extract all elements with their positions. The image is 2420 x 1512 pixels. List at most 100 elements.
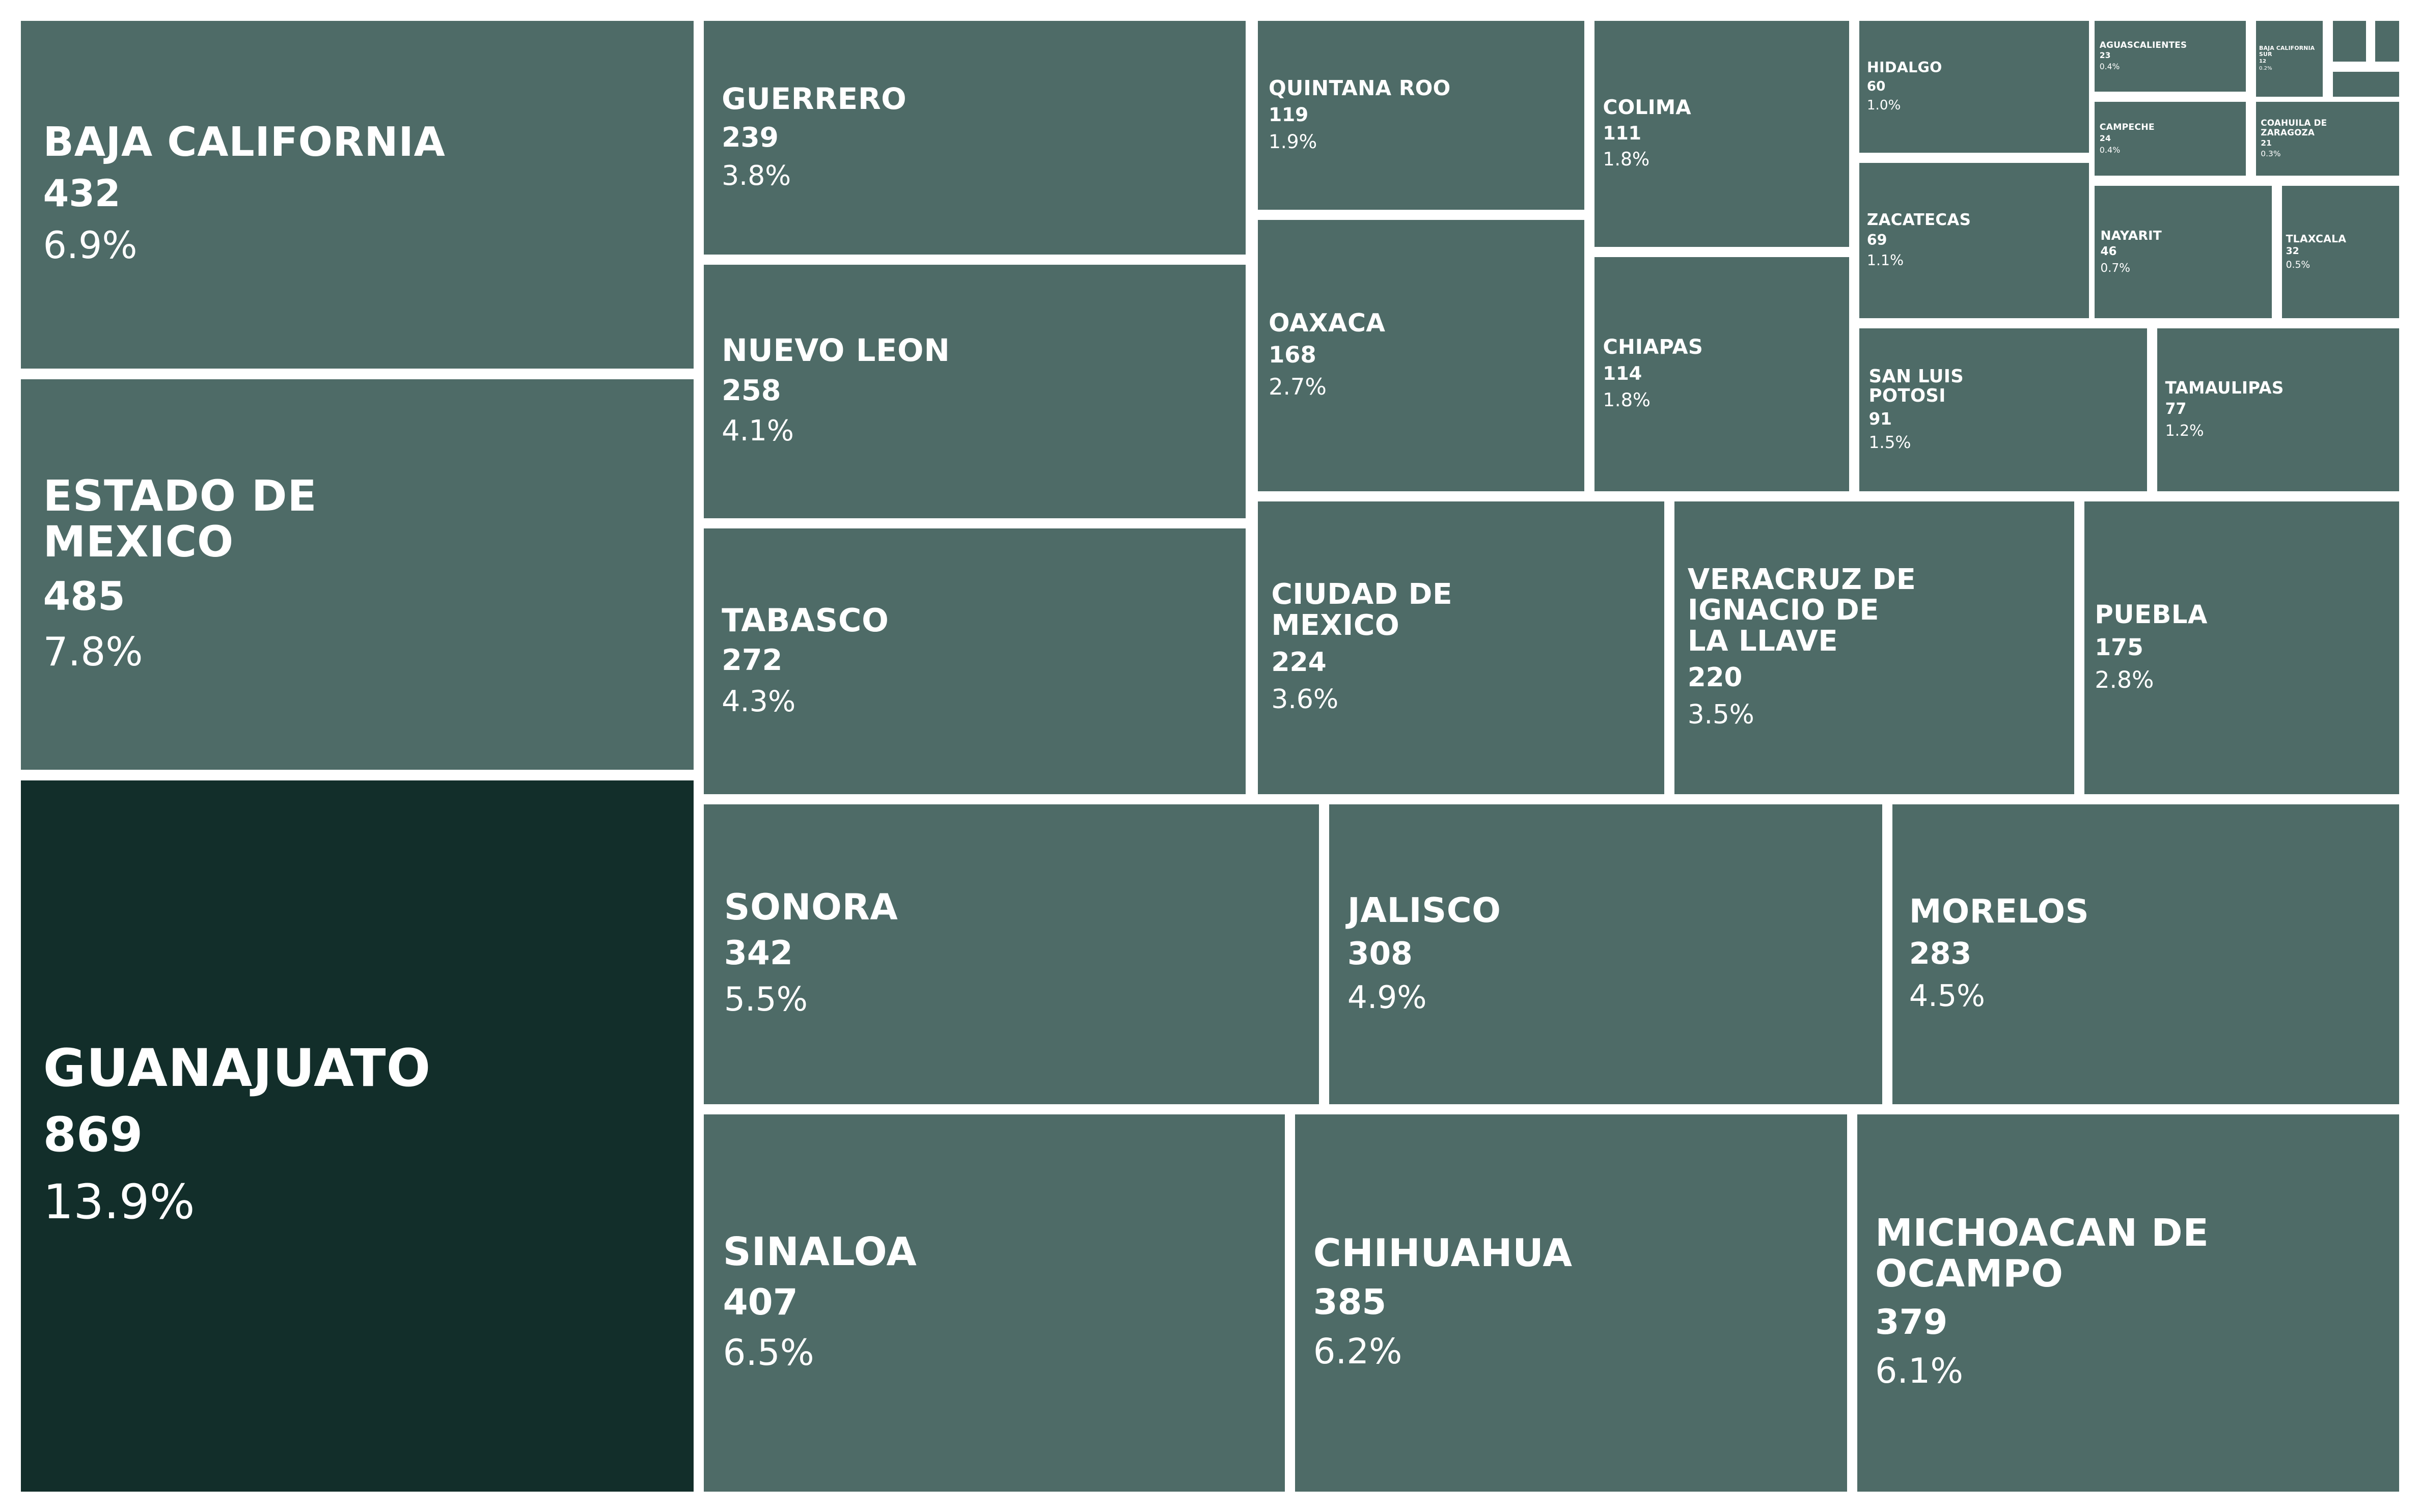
treemap-tile: QUINTANA ROO 119 1.9% [1258, 21, 1584, 210]
treemap-tile: SONORA 342 5.5% [704, 804, 1319, 1104]
tile-label: GUANAJUATO [43, 1038, 431, 1099]
tile-percentage: 2.7% [1269, 373, 1327, 401]
tile-value: 12 [2259, 59, 2267, 65]
treemap-tile: MICHOACAN DE OCAMPO 379 6.1% [1857, 1114, 2399, 1492]
tile-label: QUINTANA ROO [1269, 75, 1451, 100]
tile-value: 114 [1603, 362, 1642, 384]
tile-value: 60 [1866, 78, 1886, 94]
tile-label: COLIMA [1603, 96, 1692, 119]
tile-value: 220 [1687, 662, 1743, 693]
tile-label: BAJA CALIFORNIA SUR [2259, 45, 2315, 58]
tile-label: ESTADO DE MEXICO [43, 470, 317, 567]
treemap-tile: NAYARIT 46 0.7% [2095, 186, 2272, 318]
treemap-tile: OAXACA 168 2.7% [1258, 220, 1584, 491]
tile-percentage: 0.2% [2259, 66, 2272, 72]
tile-percentage: 2.8% [2095, 666, 2154, 694]
tile-percentage: 1.2% [2165, 422, 2204, 440]
tile-value: 111 [1603, 122, 1641, 145]
tile-label: TAMAULIPAS [2165, 378, 2284, 398]
tile-label: GUERRERO [722, 81, 907, 117]
tile-label: VERACRUZ DE IGNACIO DE LA LLAVE [1687, 563, 1916, 658]
tile-value: 432 [43, 172, 121, 215]
tile-value: 119 [1269, 103, 1309, 126]
treemap-tile: HIDALGO 60 1.0% [1859, 21, 2089, 153]
tile-label: OAXACA [1269, 309, 1386, 338]
tile-percentage: 6.2% [1313, 1331, 1402, 1372]
tile-value: 46 [2100, 244, 2117, 258]
tile-value: 175 [2095, 633, 2143, 661]
treemap-tile: GUANAJUATO 869 13.9% [21, 780, 694, 1492]
treemap-tile [2333, 21, 2366, 62]
tile-value: 379 [1875, 1302, 1948, 1342]
tile-percentage: 0.5% [2286, 259, 2311, 270]
treemap-tile: MORELOS 283 4.5% [1892, 804, 2399, 1104]
treemap-tile: TLAXCALA 32 0.5% [2282, 186, 2399, 318]
treemap-tile: ESTADO DE MEXICO 485 7.8% [21, 379, 694, 770]
treemap-tile: NUEVO LEON 258 4.1% [704, 265, 1246, 518]
tile-label: TABASCO [722, 601, 889, 639]
tile-percentage: 6.5% [723, 1332, 814, 1374]
treemap-tile: CIUDAD DE MEXICO 224 3.6% [1258, 501, 1664, 794]
treemap-tile: TAMAULIPAS 77 1.2% [2157, 328, 2399, 491]
treemap-tile [2333, 72, 2399, 97]
tile-percentage: 4.5% [1909, 978, 1985, 1013]
treemap-tile: COLIMA 111 1.8% [1594, 21, 1849, 247]
tile-value: 91 [1868, 409, 1892, 429]
tile-percentage: 0.7% [2100, 261, 2131, 275]
tile-label: CHIAPAS [1603, 335, 1703, 359]
tile-percentage: 7.8% [43, 629, 143, 675]
tile-percentage: 0.3% [2261, 149, 2281, 159]
tile-percentage: 4.1% [722, 414, 794, 447]
tile-label: SAN LUIS POTOSI [1868, 366, 1964, 406]
tile-label: SONORA [724, 886, 898, 929]
tile-label: ZACATECAS [1866, 210, 1971, 229]
tile-percentage: 0.4% [2099, 62, 2120, 72]
treemap-tile: BAJA CALIFORNIA 432 6.9% [21, 21, 694, 369]
tile-value: 869 [43, 1107, 143, 1163]
tile-value: 308 [1347, 935, 1413, 972]
tile-label: NAYARIT [2100, 228, 2162, 243]
tile-percentage: 3.5% [1687, 699, 1754, 730]
tile-label: BAJA CALIFORNIA [43, 118, 446, 165]
tile-label: NUEVO LEON [722, 333, 950, 369]
treemap-tile: SAN LUIS POTOSI 91 1.5% [1859, 328, 2147, 491]
treemap-tile: BAJA CALIFORNIA SUR 12 0.2% [2256, 21, 2323, 97]
tile-label: HIDALGO [1866, 59, 1942, 76]
tile-label: MICHOACAN DE OCAMPO [1875, 1211, 2209, 1296]
treemap-tile: COAHUILA DE ZARAGOZA 21 0.3% [2256, 102, 2399, 176]
treemap-tile: AGUASCALIENTES 23 0.4% [2095, 21, 2246, 92]
tile-label: SINALOA [723, 1229, 917, 1275]
tile-label: CAMPECHE [2099, 122, 2155, 132]
treemap-tile: ZACATECAS 69 1.1% [1859, 163, 2089, 318]
tile-percentage: 4.9% [1347, 979, 1427, 1016]
treemap-tile: CHIAPAS 114 1.8% [1594, 257, 1849, 491]
tile-value: 21 [2261, 138, 2272, 148]
tile-value: 32 [2286, 246, 2299, 257]
tile-label: CHIHUAHUA [1313, 1231, 1573, 1276]
tile-value: 168 [1269, 341, 1316, 369]
tile-percentage: 1.5% [1868, 433, 1911, 453]
tile-percentage: 3.6% [1271, 684, 1339, 715]
treemap-tile: SINALOA 407 6.5% [704, 1114, 1285, 1492]
tile-value: 69 [1866, 231, 1887, 248]
tile-value: 485 [43, 573, 125, 620]
tile-value: 24 [2099, 133, 2111, 144]
tile-percentage: 13.9% [43, 1174, 195, 1230]
tile-percentage: 1.1% [1866, 251, 1904, 269]
tile-percentage: 5.5% [724, 981, 808, 1019]
tile-percentage: 1.8% [1603, 148, 1650, 171]
tile-percentage: 4.3% [722, 684, 796, 718]
tile-value: 342 [724, 934, 793, 972]
tile-percentage: 6.9% [43, 224, 138, 268]
tile-value: 258 [722, 374, 781, 407]
tile-value: 23 [2099, 51, 2111, 61]
tile-percentage: 1.9% [1269, 130, 1317, 153]
tile-label: JALISCO [1347, 890, 1501, 930]
tile-value: 283 [1909, 936, 1972, 971]
treemap-tile: CHIHUAHUA 385 6.2% [1295, 1114, 1847, 1492]
tile-percentage: 0.4% [2099, 145, 2121, 155]
treemap-tile: VERACRUZ DE IGNACIO DE LA LLAVE 220 3.5% [1674, 501, 2074, 794]
tile-percentage: 6.1% [1875, 1351, 1964, 1392]
tile-label: AGUASCALIENTES [2099, 40, 2187, 50]
